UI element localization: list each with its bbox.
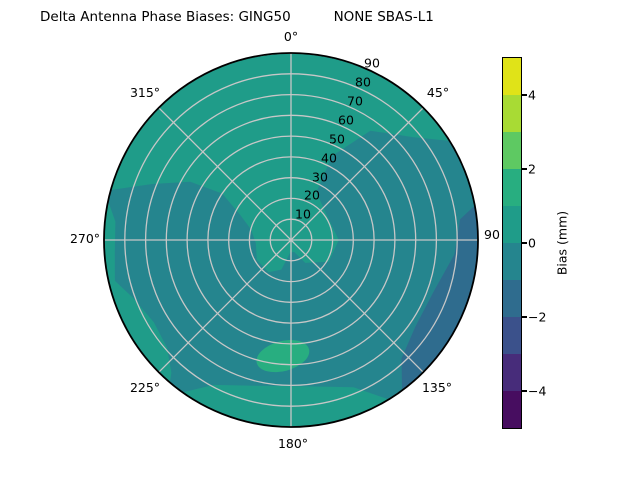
plot-title: Delta Antenna Phase Biases: GING50 NONE … bbox=[40, 9, 434, 25]
colorbar-ticklabel-2: 2 bbox=[528, 161, 536, 177]
colorbar-band-8 bbox=[503, 354, 521, 391]
radial-label-10: 10 bbox=[295, 206, 311, 222]
colorbar-ticklabel-−4: −4 bbox=[528, 383, 547, 399]
colorbar-ticklabel-4: 4 bbox=[528, 87, 536, 103]
colorbar-band-9 bbox=[503, 391, 521, 428]
colorbar-ticklabel-0: 0 bbox=[528, 235, 536, 251]
theta-label-0: 0° bbox=[283, 29, 299, 44]
theta-label-180: 180° bbox=[277, 436, 309, 451]
colorbar-ticklabel-−2: −2 bbox=[528, 309, 547, 325]
theta-label-45: 45° bbox=[426, 85, 450, 100]
polar-outline bbox=[103, 52, 479, 428]
contour-region-southwest-rim-pocket bbox=[104, 197, 172, 385]
colorbar-band-6 bbox=[503, 280, 521, 317]
colorbar bbox=[502, 57, 522, 429]
polar-grid bbox=[104, 53, 478, 427]
contour-region-east-rim-low bbox=[401, 203, 478, 393]
radial-label-20: 20 bbox=[304, 187, 320, 203]
grid-spoke-135-315 bbox=[158, 107, 424, 373]
radial-label-80: 80 bbox=[355, 74, 371, 90]
radial-label-30: 30 bbox=[312, 169, 328, 185]
theta-label-135: 135° bbox=[421, 380, 453, 395]
colorbar-band-7 bbox=[503, 317, 521, 354]
radial-label-60: 60 bbox=[338, 112, 354, 128]
colorbar-band-3 bbox=[503, 169, 521, 206]
colorbar-tickmark-2 bbox=[521, 168, 527, 170]
theta-label-90: 90 bbox=[484, 227, 500, 242]
radial-label-90: 90 bbox=[364, 55, 380, 71]
radial-label-40: 40 bbox=[321, 150, 337, 166]
colorbar-tickmark-0 bbox=[521, 242, 527, 244]
polar-plot bbox=[103, 52, 479, 428]
theta-label-315: 315° bbox=[129, 85, 161, 100]
colorbar-tickmark-−2 bbox=[521, 316, 527, 318]
theta-label-225: 225° bbox=[129, 380, 161, 395]
colorbar-band-4 bbox=[503, 206, 521, 243]
colorbar-band-1 bbox=[503, 95, 521, 132]
radial-label-70: 70 bbox=[347, 93, 363, 109]
colorbar-band-5 bbox=[503, 243, 521, 280]
colorbar-axis-label: Bias (mm) bbox=[554, 210, 570, 276]
radial-label-50: 50 bbox=[329, 131, 345, 147]
colorbar-tickmark-−4 bbox=[521, 390, 527, 392]
colorbar-tickmark-4 bbox=[521, 94, 527, 96]
colorbar-band-2 bbox=[503, 132, 521, 169]
colorbar-band-0 bbox=[503, 58, 521, 95]
theta-label-270: 270° bbox=[69, 231, 101, 246]
